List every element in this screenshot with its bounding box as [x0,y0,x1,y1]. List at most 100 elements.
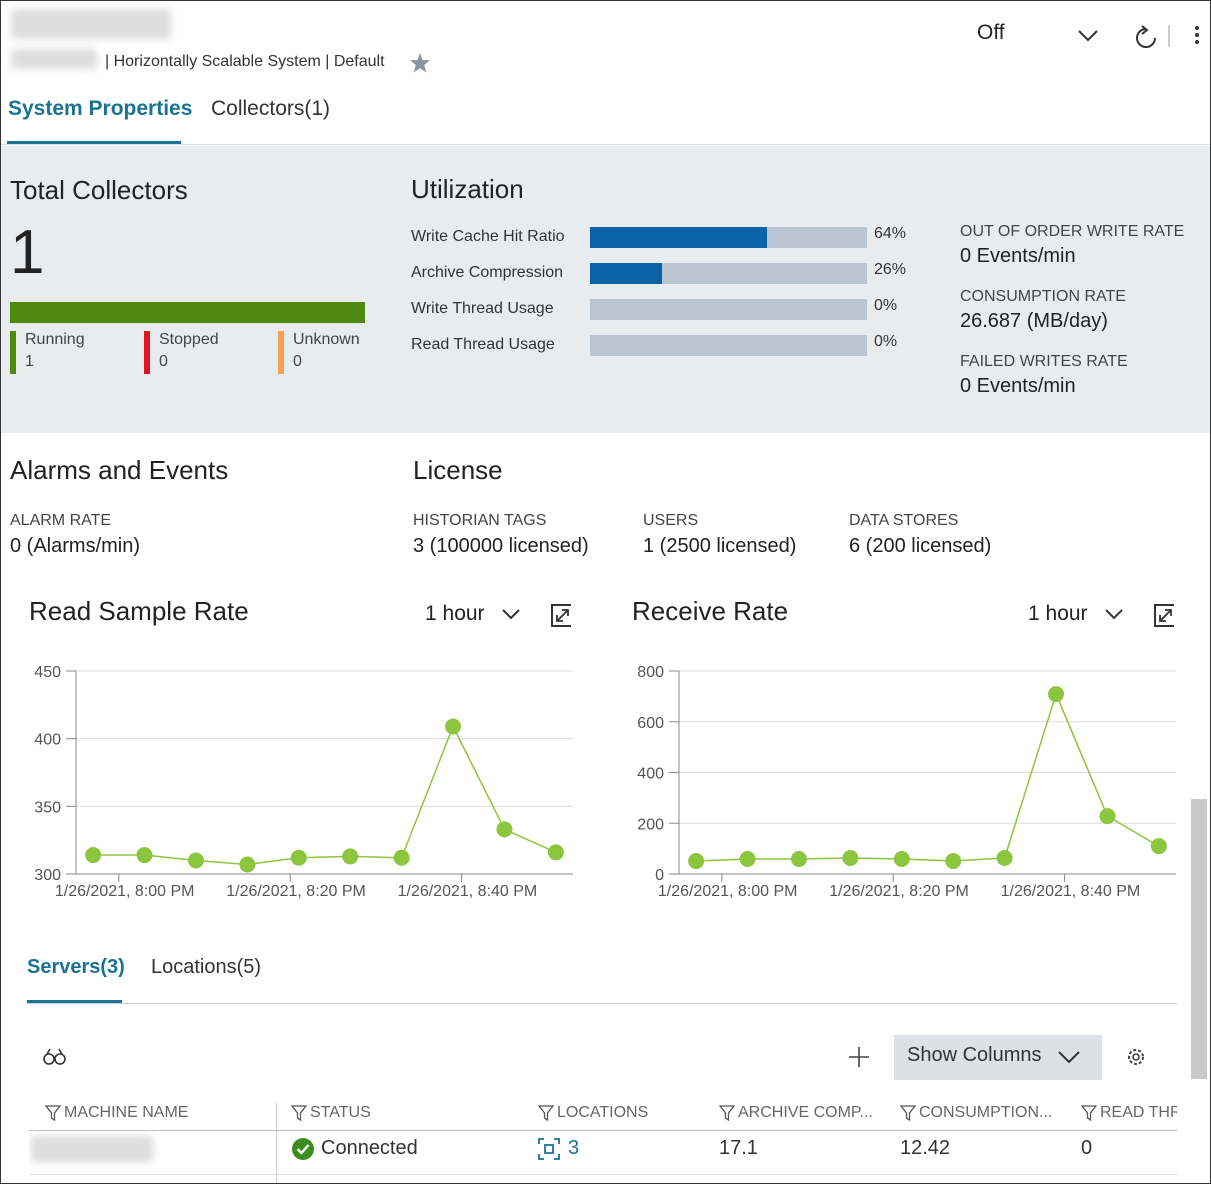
range-dropdown[interactable]: 1 hour [425,602,485,625]
filter-icon[interactable] [719,1104,735,1122]
y-tick-label: 600 [637,715,664,732]
chevron [502,609,520,620]
chart-card: Receive Rate 1 hour 0 200 400 600 800 1/26/2021… [632,596,1192,926]
tab[interactable]: Locations(5) [151,956,262,978]
blurred-title [11,9,171,39]
x-tick-label: 1/26/2021, 8:40 PM [1000,883,1141,900]
row-divider [29,1174,1177,1175]
expand-icon [551,604,571,627]
rate-value: 0 Events/min [960,375,1076,397]
funnel [538,1105,554,1122]
mode-dropdown[interactable]: Off [977,21,1005,44]
bar-value-label: 64% [874,225,907,242]
funnel [719,1105,735,1122]
add-icon[interactable] [848,1046,870,1068]
filter-icon[interactable] [900,1104,916,1122]
y-tick-label: 400 [34,732,61,749]
info-label: HISTORIAN TAGS [413,512,547,529]
x-tick-label: 1/26/2021, 8:00 PM [657,883,798,900]
bar-track [590,335,867,356]
bar-label: Archive Compression [411,264,564,281]
tab-active[interactable]: Servers(3) [27,956,125,978]
column-header: READ THRI [1100,1104,1177,1121]
y-tick-label: 300 [34,867,61,884]
star-icon[interactable] [409,52,431,74]
icon-frame [538,1138,560,1160]
funnel [291,1105,307,1122]
info-value: 3 (100000 licensed) [413,535,589,557]
status-value: 0 [159,353,168,370]
info-value: 6 (200 licensed) [849,535,992,557]
point [688,853,705,870]
bar-value-label: 0% [874,333,898,350]
expand-arrow [556,609,569,622]
status-indicator [10,331,16,374]
point [85,847,102,864]
tab[interactable]: Collectors(1) [211,97,331,120]
filter-icon[interactable] [291,1104,307,1122]
filter-icon[interactable] [538,1104,554,1122]
tab-underline [7,141,181,145]
point [239,856,256,873]
status-icon [292,1138,314,1160]
locations-icon[interactable] [537,1137,561,1161]
plot: 0 200 400 600 800 [637,664,1176,884]
filter-icon[interactable] [1081,1104,1097,1122]
point [496,821,513,838]
chart-title: Read Sample Rate [29,596,249,626]
toolbar-icons[interactable] [1076,25,1211,51]
column-divider [276,1103,277,1183]
point [290,849,307,866]
filter-icon[interactable] [45,1104,61,1122]
y-tick-label: 350 [34,799,61,816]
rate-label: CONSUMPTION RATE [960,288,1126,305]
cell: 17.1 [719,1137,758,1159]
column-header: MACHINE NAME [64,1104,189,1121]
x-tick-label: 1/26/2021, 8:20 PM [226,883,366,900]
bar-track [590,227,867,248]
range-dropdown[interactable]: 1 hour [1028,602,1088,625]
show-columns-button[interactable] [894,1035,1102,1080]
divider [1,144,1210,145]
chart-title: Receive Rate [632,596,789,626]
column-header: LOCATIONS [557,1104,649,1121]
utilization-list: Write Cache Hit Ratio 64% Archive Compress… [411,223,931,373]
bar-label: Read Thread Usage [411,336,555,353]
point [893,851,910,868]
info-value: 0 (Alarms/min) [10,535,141,557]
chevron [1105,609,1123,620]
y-tick-label: 800 [637,664,664,681]
funnel [45,1105,61,1122]
info-label: ALARM RATE [10,512,112,529]
header-divider [29,1130,1177,1131]
info-label: USERS [643,512,699,529]
tab-active[interactable]: System Properties [8,97,193,120]
icon-circle [292,1138,314,1160]
point [187,852,204,869]
bar-value-label: 26% [874,261,907,278]
x-tick-label: 1/26/2021, 8:40 PM [397,883,538,900]
button-label: Show Columns [907,1044,1042,1066]
rate-value: 26.687 (MB/day) [960,310,1108,332]
section-title: Utilization [411,174,524,204]
point [342,848,359,865]
bar [590,227,768,248]
icon-check [296,1144,310,1155]
bar-label: Write Thread Usage [411,300,554,317]
rates: OUT OF ORDER WRITE RATE 0 Events/min CONSU… [960,223,1200,403]
column-header: CONSUMPTION... [919,1104,1053,1121]
bar-label: Write Cache Hit Ratio [411,228,565,245]
summary-panel [1,146,1210,433]
point [739,851,756,868]
search-icon[interactable] [43,1046,69,1068]
funnel [1081,1105,1097,1122]
status-value: 0 [293,353,302,370]
settings-icon[interactable] [1125,1046,1147,1068]
bar-track [590,299,867,320]
plot: 300 350 400 450 [34,664,573,884]
collector-bar [10,302,365,323]
cell[interactable]: 3 [568,1137,580,1159]
scrollbar[interactable] [1191,799,1207,1079]
point [1099,808,1116,825]
